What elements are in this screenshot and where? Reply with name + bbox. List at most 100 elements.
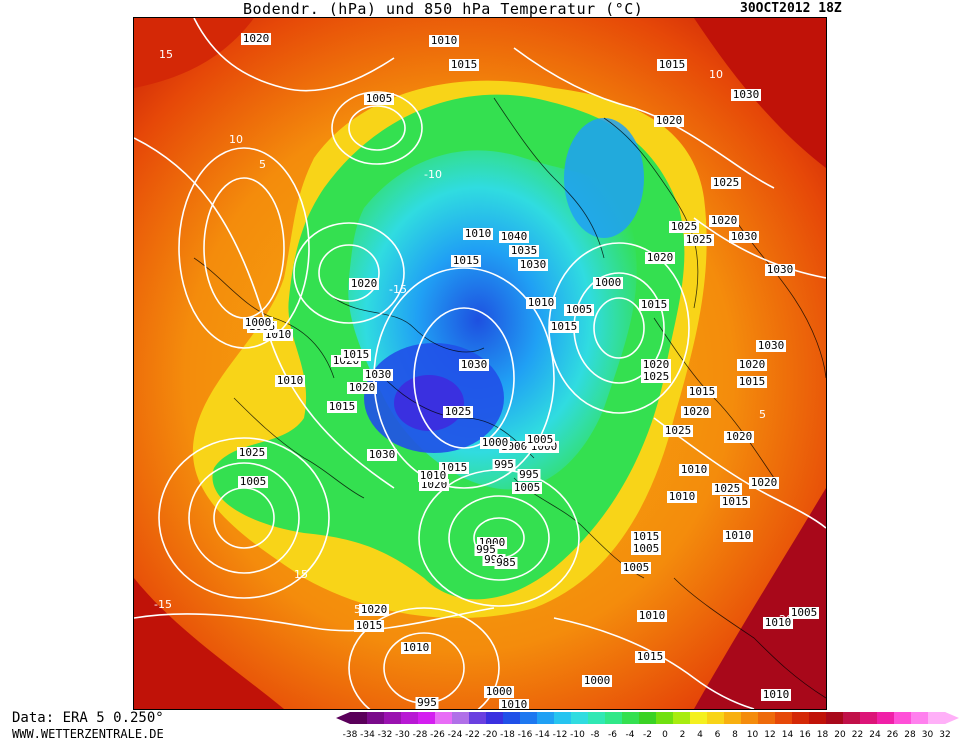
- colorbar-swatch: [877, 712, 895, 724]
- colorbar-tick-label: -34: [360, 730, 375, 740]
- colorbar-swatch: [486, 712, 504, 724]
- isobar-label: 1040: [501, 230, 528, 243]
- isobar-label: 1010: [277, 374, 304, 387]
- isobar-label: 1010: [681, 463, 708, 476]
- colorbar-tick-label: 16: [799, 730, 811, 740]
- isobar-label-box: [669, 221, 699, 233]
- isobar-label-box: [415, 697, 439, 709]
- colorbar-swatch: [860, 712, 878, 724]
- isobar-label: 1010: [765, 616, 792, 629]
- colorbar-tick-label: 10: [747, 730, 759, 740]
- isobar-label: 1005: [240, 475, 267, 488]
- isobar-label-box: [763, 617, 793, 629]
- colorbar-tick-label: 4: [697, 730, 703, 740]
- isobar-label: 1015: [722, 495, 749, 508]
- colorbar-tick-label: -16: [518, 730, 533, 740]
- isobar-label-box: [684, 234, 714, 246]
- isobar-label: 1020: [739, 358, 766, 371]
- colorbar-tick-label: -28: [413, 730, 428, 740]
- map-title: Bodendr. (hPa) und 850 hPa Temperatur (°…: [243, 0, 644, 18]
- colorbar-tick-label: 6: [715, 730, 721, 740]
- isobar-label: 1025: [671, 220, 698, 233]
- colorbar-swatch: [656, 712, 674, 724]
- svg-text:10: 10: [229, 133, 243, 146]
- isobar-label: 1015: [453, 254, 480, 267]
- isobar-label-box: [327, 401, 357, 413]
- isobar-label-box: [635, 651, 665, 663]
- colorbar-swatch: [418, 712, 436, 724]
- isobar-label: 1010: [420, 469, 447, 482]
- isobar-label: 1030: [369, 448, 396, 461]
- isobar-label-box: [637, 610, 667, 622]
- isobar-label-box: [631, 543, 661, 555]
- isobar-label-box: [443, 406, 473, 418]
- isobar-label: 1020: [647, 251, 674, 264]
- isobar-label: 1025: [686, 233, 713, 246]
- isobar-label-box: [517, 469, 541, 481]
- isobar-label: 1030: [461, 358, 488, 371]
- isobar-label: 995: [494, 458, 514, 471]
- isobar-label-box: [359, 604, 389, 616]
- isobar-label-box: [723, 530, 753, 542]
- isobar-label: 1015: [551, 320, 578, 333]
- colorbar-swatch: [571, 712, 589, 724]
- isobar-label-box: [789, 607, 819, 619]
- isobar-label-box: [367, 449, 397, 461]
- isobar-label-box: [756, 340, 786, 352]
- isobar-label-box: [639, 299, 669, 311]
- isobar-label-box: [631, 531, 661, 543]
- isobar-label: 1020: [683, 405, 710, 418]
- colorbar-arrow-high: [945, 712, 959, 724]
- colorbar-tick-label: -30: [395, 730, 410, 740]
- isobar-label-box: [724, 431, 754, 443]
- colorbar-swatch: [843, 712, 861, 724]
- colorbar-tick-label: -12: [553, 730, 568, 740]
- isobar-label-box: [641, 371, 671, 383]
- colorbar-tick-label: 0: [662, 730, 668, 740]
- isobar-label-box: [341, 349, 371, 361]
- colorbar-swatch: [809, 712, 827, 724]
- isobar-label: 1020: [726, 430, 753, 443]
- colorbar-swatch: [894, 712, 912, 724]
- isobar-label: 1010: [639, 609, 666, 622]
- colorbar-swatch: [639, 712, 657, 724]
- isobar-label: 1000: [584, 674, 611, 687]
- colorbar-tick-label: 2: [680, 730, 686, 740]
- temperature-colorbar: -38 -34 -32 -30 -28 -26 -24 -22 -20 -18 -16 -14 -12-…: [336, 712, 959, 740]
- isobar-label-box: [451, 255, 481, 267]
- colorbar-swatch: [520, 712, 538, 724]
- isobar-label: 1005: [566, 303, 593, 316]
- isobar-label: 1015: [689, 385, 716, 398]
- colorbar-swatch: [537, 712, 555, 724]
- isobar-label: 1020: [656, 114, 683, 127]
- svg-text:5: 5: [759, 408, 766, 421]
- isobar-label-box: [401, 642, 431, 654]
- isobar-label: 1025: [713, 176, 740, 189]
- isobar-label: 1000: [486, 685, 513, 698]
- svg-text:5: 5: [259, 158, 266, 171]
- isobar-label: 1035: [511, 244, 538, 257]
- isobar-label-box: [654, 115, 684, 127]
- colorbar-swatch: [622, 712, 640, 724]
- svg-text:-10: -10: [424, 168, 442, 181]
- colorbar-swatch: [911, 712, 929, 724]
- colorbar-tick-label: 8: [732, 730, 738, 740]
- coldest-pool: [394, 375, 464, 431]
- colorbar-tick-label: -8: [591, 730, 600, 740]
- colorbar-tick-label: -6: [608, 730, 617, 740]
- colorbar-tick-label: 22: [852, 730, 863, 740]
- isobar-label: 1015: [739, 375, 766, 388]
- isobar-label: 1015: [633, 530, 660, 543]
- isobar-label-box: [275, 375, 305, 387]
- colorbar-swatch: [928, 712, 946, 724]
- isobar-label: 1030: [365, 368, 392, 381]
- isobar-label-box: [525, 434, 555, 446]
- isobar-label: 1020: [361, 603, 388, 616]
- isobar-label-box: [474, 544, 498, 556]
- isobar-label: 995: [476, 543, 496, 556]
- website-credit[interactable]: WWW.WETTERZENTRALE.DE: [12, 727, 164, 741]
- isobar-label: 1015: [451, 58, 478, 71]
- isobar-label: 1010: [501, 698, 528, 709]
- svg-text:-15: -15: [389, 283, 407, 296]
